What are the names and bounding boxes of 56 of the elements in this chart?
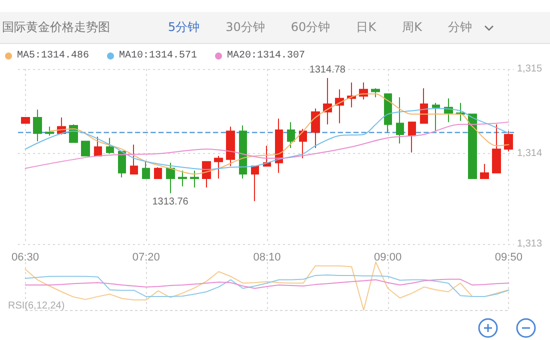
x-tick-label: 08:10 [253, 252, 281, 264]
legend-label: MA5:1314.486 [17, 50, 90, 62]
text: 分钟 [448, 19, 472, 36]
candlestick [468, 114, 477, 180]
text: RSI(6,12,24) [8, 300, 65, 312]
candlestick [130, 144, 138, 174]
line-series [24, 122, 510, 169]
candlestick [275, 118, 283, 174]
y-tick-label: 1,315 [517, 64, 542, 74]
text: 日K [356, 19, 376, 36]
candlestick [94, 136, 102, 156]
candlestick [214, 155, 223, 180]
candlestick [384, 93, 392, 133]
candlestick [226, 126, 235, 167]
text: 60分钟 [290, 19, 330, 36]
y-tick-label: 1,313 [517, 238, 542, 250]
candlestick [299, 128, 307, 159]
x-tick-label: 06:30 [11, 252, 40, 264]
candlestick [190, 170, 199, 188]
candlestick [21, 117, 30, 124]
chart-title: 国际黄金价格走势图 [1, 19, 111, 36]
text: 30分钟 [226, 19, 265, 36]
candlestick [420, 88, 428, 124]
candlestick [33, 109, 42, 142]
candlestick [408, 122, 416, 154]
candlestick [371, 88, 380, 98]
candlestick [154, 166, 162, 180]
line-series [24, 108, 510, 170]
text: 5分钟 [168, 19, 200, 36]
annotation: 1313.76 [152, 196, 189, 208]
text: 周K [402, 19, 422, 36]
candlestick [178, 170, 187, 187]
candlestick [504, 130, 513, 152]
candlestick [287, 122, 295, 149]
x-tick-label: 07:20 [132, 252, 160, 264]
candlestick [251, 166, 259, 202]
candlestick [396, 96, 404, 144]
candlestick [432, 102, 440, 132]
legend-label: MA20:1314.307 [227, 50, 306, 62]
candlestick [311, 108, 320, 149]
line-series [48, 93, 510, 174]
candlestick [323, 78, 332, 125]
candlestick [166, 162, 175, 194]
y-tick-label: 1,314 [517, 148, 542, 160]
x-tick-label: 09:00 [374, 252, 402, 264]
candlestick [492, 124, 501, 174]
candlestick [45, 126, 54, 136]
annotation: 1314.78 [309, 64, 346, 76]
candlestick [118, 150, 126, 178]
legend-label: MA10:1314.571 [119, 50, 198, 62]
candlestick [142, 161, 150, 180]
candlestick [239, 124, 247, 180]
candlestick [480, 163, 489, 180]
candlestick [81, 140, 90, 156]
candlestick [106, 137, 114, 154]
x-tick-label: 09:50 [494, 252, 522, 264]
